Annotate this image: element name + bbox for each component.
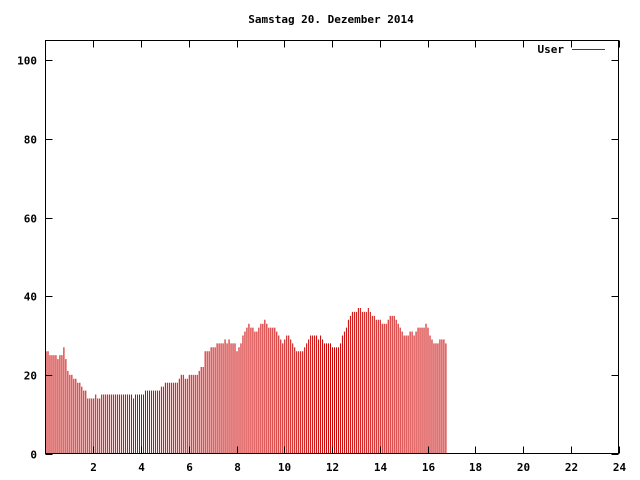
x-tick-label: 8 <box>234 461 241 474</box>
legend: User <box>538 43 605 56</box>
y-tick-label: 0 <box>30 449 37 462</box>
x-tick-label: 10 <box>278 461 291 474</box>
chart-title: Samstag 20. Dezember 2014 <box>248 13 414 26</box>
x-tick-label: 24 <box>613 461 627 474</box>
x-tick-label: 4 <box>138 461 145 474</box>
x-tick-label: 22 <box>565 461 578 474</box>
x-tick-label: 6 <box>186 461 193 474</box>
x-tick-label: 12 <box>326 461 339 474</box>
x-tick-label: 16 <box>422 461 436 474</box>
x-tick-label: 14 <box>374 461 388 474</box>
x-tick-label: 20 <box>517 461 530 474</box>
y-tick-label: 80 <box>24 134 37 147</box>
y-tick-label: 60 <box>24 213 37 226</box>
y-tick-label: 100 <box>17 55 37 68</box>
legend-label: User <box>538 43 565 56</box>
x-tick-label: 2 <box>90 461 97 474</box>
y-tick-label: 20 <box>24 370 37 383</box>
bar-group <box>45 307 447 454</box>
plot-frame <box>45 40 619 454</box>
y-tick-label: 40 <box>24 291 37 304</box>
x-tick-label: 18 <box>469 461 482 474</box>
